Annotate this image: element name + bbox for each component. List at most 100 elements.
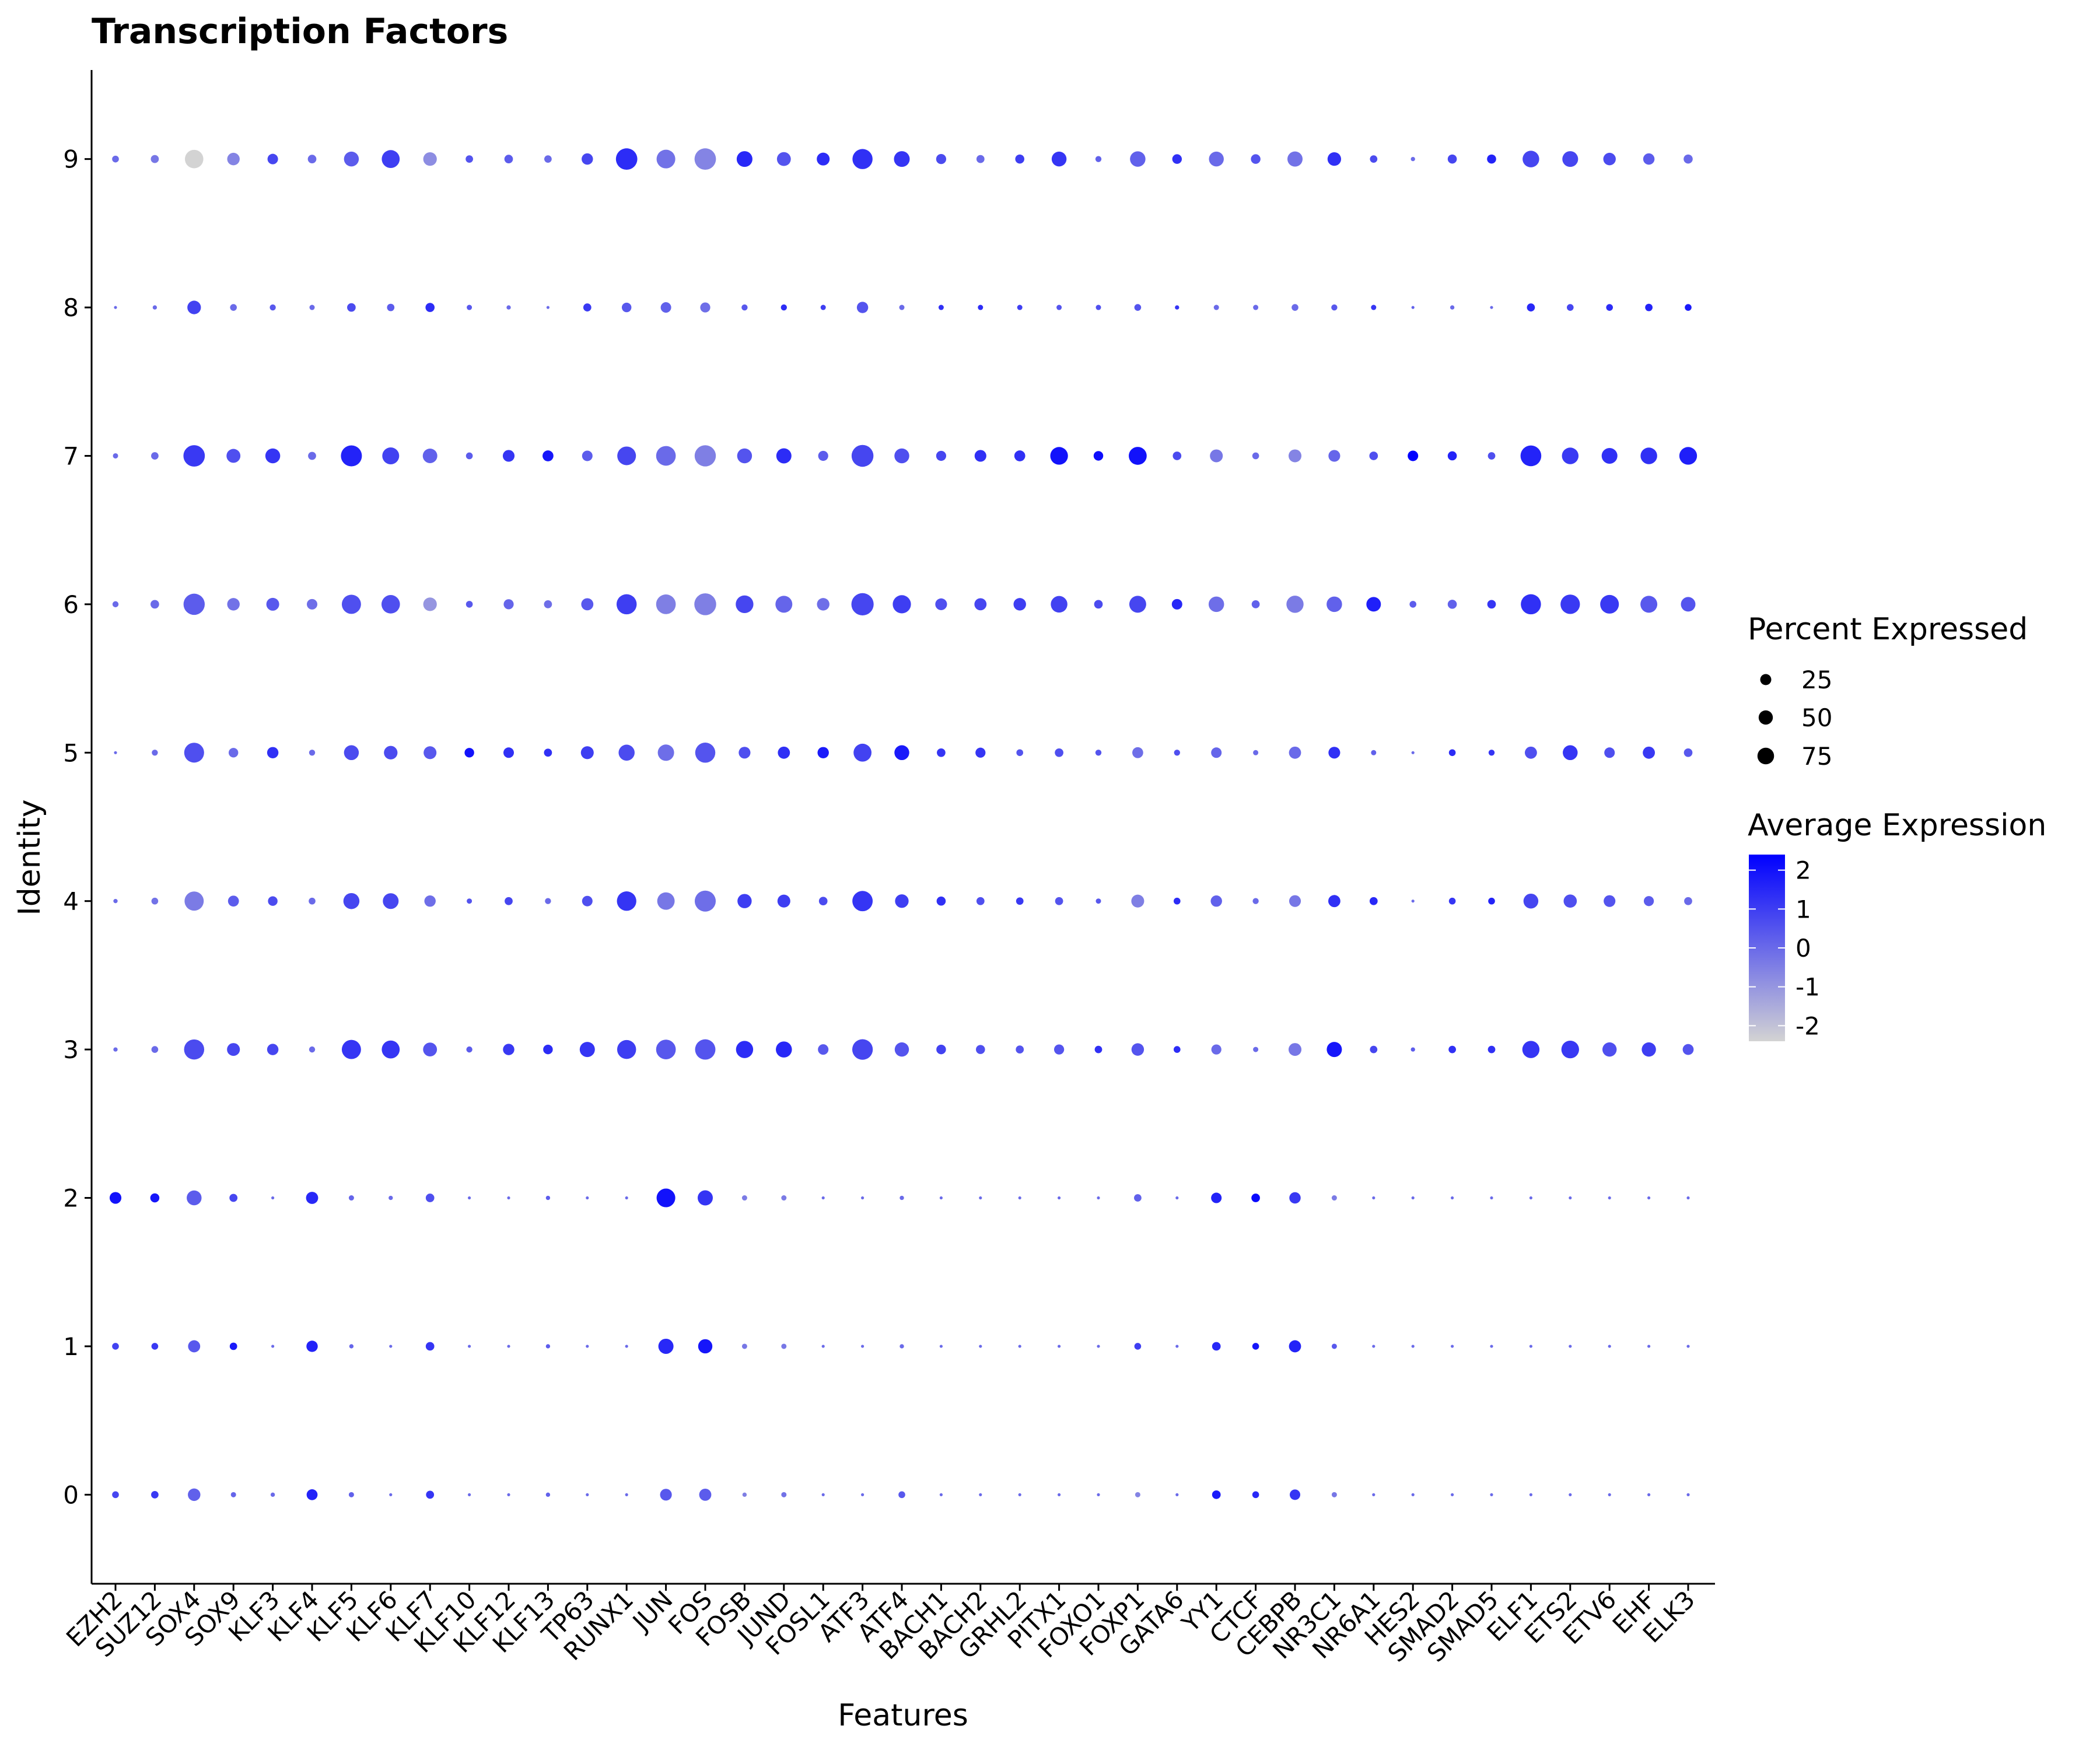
expression-dot <box>1521 594 1541 615</box>
expression-dot <box>1686 1493 1690 1496</box>
expression-dot <box>309 304 315 310</box>
expression-dot <box>1253 1046 1259 1052</box>
expression-dot <box>467 898 473 904</box>
y-tick-label: 4 <box>63 887 79 916</box>
expression-dot <box>1647 1345 1651 1348</box>
expression-dot <box>1331 1492 1337 1497</box>
expression-dot <box>230 1492 236 1497</box>
expression-dot <box>184 891 204 911</box>
expression-dot <box>775 596 793 613</box>
expression-dot <box>112 1491 119 1499</box>
expression-dot <box>505 897 513 905</box>
expression-dot <box>1175 1196 1179 1200</box>
expression-dot <box>1409 601 1417 608</box>
expression-dot <box>152 305 158 310</box>
expression-dot <box>1563 745 1578 761</box>
size-legend-dot <box>1760 674 1772 685</box>
expression-dot <box>1289 895 1301 907</box>
expression-dot <box>1411 1196 1415 1200</box>
expression-dot <box>1056 304 1062 310</box>
expression-dot <box>1288 1043 1302 1056</box>
expression-dot <box>939 1196 943 1200</box>
expression-dot <box>426 1490 435 1499</box>
expression-dot <box>817 598 830 611</box>
expression-dot <box>1369 452 1378 460</box>
expression-dot <box>1287 151 1303 167</box>
expression-dot <box>1252 898 1259 904</box>
expression-dot <box>188 1340 201 1353</box>
expression-dot <box>150 155 159 163</box>
expression-dot <box>389 1345 393 1348</box>
expression-dot <box>1134 304 1142 311</box>
expression-dot <box>1561 1040 1579 1059</box>
expression-dot <box>466 1046 473 1053</box>
expression-dot <box>1097 1196 1100 1200</box>
expression-dot <box>270 1492 275 1497</box>
y-tick-label: 7 <box>63 442 79 470</box>
expression-dot <box>1131 1043 1144 1056</box>
expression-dot <box>776 448 792 464</box>
expression-dot <box>266 597 279 611</box>
expression-dot <box>1448 749 1456 757</box>
expression-dot <box>1018 1493 1021 1496</box>
expression-dot <box>939 1345 943 1348</box>
expression-dot <box>1410 156 1415 162</box>
expression-dot <box>1129 596 1146 613</box>
size-legend-label: 25 <box>1801 666 1832 694</box>
expression-dot <box>1058 1345 1061 1348</box>
expression-dot <box>1016 1045 1024 1054</box>
chart-title: Transcription Factors <box>92 11 508 52</box>
expression-dot <box>503 599 514 610</box>
color-legend-title: Average Expression <box>1748 808 2046 843</box>
expression-dot <box>582 895 593 907</box>
expression-dot <box>1372 1493 1376 1496</box>
expression-dot <box>306 1192 318 1204</box>
expression-dot <box>695 743 716 763</box>
expression-dot <box>617 891 636 911</box>
expression-dot <box>1642 1042 1656 1057</box>
expression-dot <box>151 1046 159 1053</box>
expression-dot <box>1529 1493 1532 1496</box>
expression-dot <box>1095 156 1102 162</box>
expression-dot <box>894 151 910 167</box>
expression-dot <box>1643 153 1655 165</box>
expression-dot <box>894 1042 909 1057</box>
expression-dot <box>503 747 514 758</box>
plot-area: 0123456789EZH2SUZ12SOX4SOX9KLF3KLF4KLF5K… <box>61 70 1715 1668</box>
expression-dot <box>114 751 117 754</box>
color-legend: Average Expression 2 1 0 -1 -2 <box>1748 808 2046 1041</box>
expression-dot <box>938 304 944 310</box>
expression-dot <box>425 1194 435 1202</box>
expression-dot <box>464 748 474 758</box>
expression-dot <box>1647 1196 1651 1200</box>
expression-dot <box>1643 896 1654 907</box>
expression-dot <box>1488 897 1495 905</box>
expression-dot <box>1562 151 1578 167</box>
expression-dot <box>229 1194 238 1202</box>
expression-dot <box>1286 596 1304 613</box>
expression-dot <box>1173 1046 1181 1053</box>
expression-dot <box>1328 895 1340 908</box>
expression-dot <box>423 597 437 611</box>
expression-dot <box>506 305 511 310</box>
expression-dot <box>1209 151 1224 167</box>
expression-dot <box>1569 1493 1572 1496</box>
expression-dot <box>1563 894 1577 908</box>
expression-dot <box>660 1489 672 1501</box>
expression-dot <box>1640 447 1657 464</box>
colorbar-tick-label: 2 <box>1796 856 1811 885</box>
expression-dot <box>1292 304 1298 311</box>
colorbar-tick-label: 0 <box>1796 934 1811 963</box>
expression-dot <box>656 1188 676 1208</box>
size-legend-dot <box>1757 747 1774 765</box>
expression-dot <box>1208 596 1224 612</box>
expression-dot <box>851 444 874 467</box>
expression-dot <box>504 155 513 163</box>
expression-dot <box>1562 447 1579 464</box>
expression-dot <box>113 1047 118 1052</box>
expression-dot <box>1055 748 1063 757</box>
expression-dot <box>1520 445 1542 467</box>
expression-dot <box>188 1488 201 1502</box>
expression-dot <box>1252 1491 1259 1499</box>
expression-dot <box>1210 895 1222 907</box>
